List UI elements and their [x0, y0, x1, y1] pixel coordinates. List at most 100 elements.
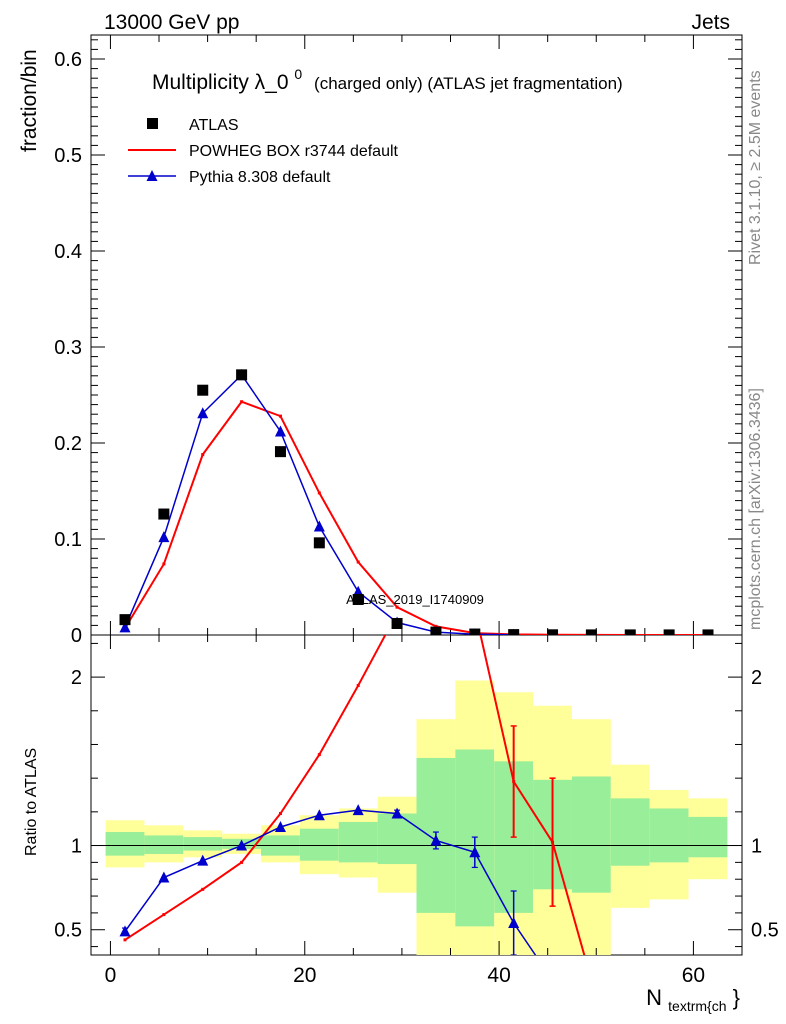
atlas-point: [624, 629, 636, 635]
legend-pythia-label: Pythia 8.308 default: [189, 169, 331, 186]
atlas-point: [352, 593, 364, 605]
pythia-ratio-point: [313, 809, 325, 821]
band-inner: [571, 776, 611, 893]
analysis-watermark: ATLAS_2019_I1740909: [346, 592, 484, 607]
powheg-ratio-point: [240, 860, 244, 864]
powheg-ratio-point: [396, 612, 399, 615]
pythia-point: [158, 531, 170, 543]
powheg-ratio-point: [278, 812, 282, 816]
y-tick-label-ratio: 0.5: [54, 920, 82, 942]
powheg-point: [356, 560, 360, 564]
atlas-point: [313, 537, 325, 549]
y-tick-label-main: 0: [71, 625, 82, 647]
axis-ticks: 0 20 40 60 0 0.1 0.2 0.3 0.4 0.5 0.6 0.5 0.5 1 1 2 2: [54, 35, 779, 987]
x-tick-label: 20: [293, 964, 316, 987]
y-tick-label-main: 0.6: [54, 49, 82, 71]
x-axis-label: N textrm{ch }: [646, 985, 740, 1016]
atlas-point: [119, 614, 131, 626]
atlas-point: [547, 629, 559, 635]
pythia-ratio-point: [391, 807, 403, 819]
y-tick-label-ratio: 1: [71, 836, 82, 858]
legend-pythia-marker: [146, 170, 158, 181]
atlas-point: [274, 446, 286, 458]
y-tick-label-ratio-right: 0.5: [751, 920, 779, 942]
ratio-uncertainty-bands: [91, 680, 742, 955]
band-inner: [105, 832, 145, 856]
atlas-point: [197, 384, 209, 396]
atlas-point: [430, 626, 442, 635]
pythia-point: [274, 425, 286, 437]
pythia-ratio-point: [547, 974, 558, 985]
powheg-ratio-point: [590, 979, 593, 982]
header-energy: 13000 GeV pp: [104, 11, 239, 34]
powheg-point: [278, 414, 282, 418]
main-series-layer: [119, 368, 714, 635]
pythia-ratio-point: [119, 925, 131, 937]
band-inner: [649, 808, 689, 863]
rivet-label: Rivet 3.1.10, ≥ 2.5M events: [747, 70, 764, 265]
pythia-ratio-point: [469, 846, 481, 858]
chart-title-main: Multiplicity λ_0: [152, 71, 289, 94]
atlas-point: [469, 628, 481, 635]
powheg-ratio-point: [473, 608, 476, 611]
chart-title-rest: (charged only) (ATLAS jet fragmentation): [314, 74, 623, 93]
pythia-ratio-curve: [124, 809, 537, 955]
pythia-ratio-point: [236, 839, 248, 851]
x-tick-label: 40: [487, 964, 510, 987]
pythia-point: [197, 407, 209, 419]
atlas-point: [158, 508, 170, 520]
pythia-ratio-point: [197, 854, 209, 866]
band-inner: [144, 835, 184, 854]
powheg-point: [240, 400, 244, 404]
y-axis-label-main: fraction/bin: [18, 49, 41, 152]
atlas-point: [585, 629, 597, 635]
powheg-ratio-point: [162, 913, 166, 917]
powheg-curve: [124, 400, 708, 635]
atlas-point: [236, 369, 248, 381]
powheg-point: [395, 605, 399, 609]
pythia-ratio-point: [158, 871, 170, 883]
powheg-ratio-point: [317, 753, 321, 757]
header-process: Jets: [691, 11, 730, 34]
powheg-ratio-point: [434, 541, 437, 544]
atlas-point: [702, 629, 714, 635]
legend-atlas-label: ATLAS: [189, 117, 239, 134]
y-tick-label-ratio-right: 1: [751, 836, 762, 858]
y-tick-label-main: 0.4: [54, 241, 82, 263]
chart-title-sup: 0: [294, 66, 302, 82]
band-inner: [183, 837, 223, 851]
atlas-point: [391, 617, 403, 629]
band-inner: [338, 821, 378, 863]
x-tick-label: 60: [682, 964, 705, 987]
atlas-point: [663, 629, 675, 635]
y-tick-label-main: 0.2: [54, 433, 82, 455]
band-inner: [377, 813, 417, 865]
y-tick-label-main: 0.3: [54, 337, 82, 359]
y-axis-label-ratio: Ratio to ATLAS: [23, 748, 40, 856]
pythia-point: [313, 520, 325, 532]
pythia-ratio-point: [352, 804, 364, 816]
ratio-series-layer: [119, 541, 593, 985]
powheg-ratio-point: [356, 684, 360, 688]
band-inner: [299, 828, 339, 861]
legend-powheg-label: POWHEG BOX r3744 default: [189, 143, 399, 160]
x-tick-label: 0: [105, 964, 117, 987]
powheg-point: [201, 453, 205, 457]
legend: ATLAS POWHEG BOX r3744 default Pythia 8.…: [128, 117, 399, 186]
x-axis-label-sub: textrm{ch: [668, 998, 726, 1014]
powheg-point: [317, 491, 321, 495]
x-axis-label-end: }: [733, 985, 740, 1010]
band-inner: [688, 816, 728, 858]
powheg-point: [162, 562, 166, 566]
mcplots-label: mcplots.cern.ch [arXiv:1306.3436]: [747, 388, 764, 630]
y-tick-label-ratio-right: 2: [751, 667, 762, 689]
y-tick-label-main: 0.1: [54, 529, 82, 551]
powheg-ratio-point: [201, 887, 205, 891]
legend-atlas-marker: [147, 118, 158, 129]
y-tick-label-main: 0.5: [54, 145, 82, 167]
atlas-point: [508, 629, 520, 635]
powheg-ratio-point: [123, 938, 127, 942]
pythia-ratio-point: [274, 821, 286, 832]
